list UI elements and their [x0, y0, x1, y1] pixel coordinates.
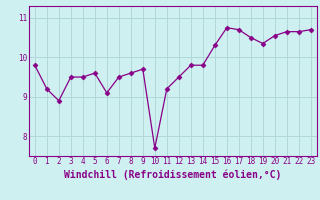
- X-axis label: Windchill (Refroidissement éolien,°C): Windchill (Refroidissement éolien,°C): [64, 169, 282, 180]
